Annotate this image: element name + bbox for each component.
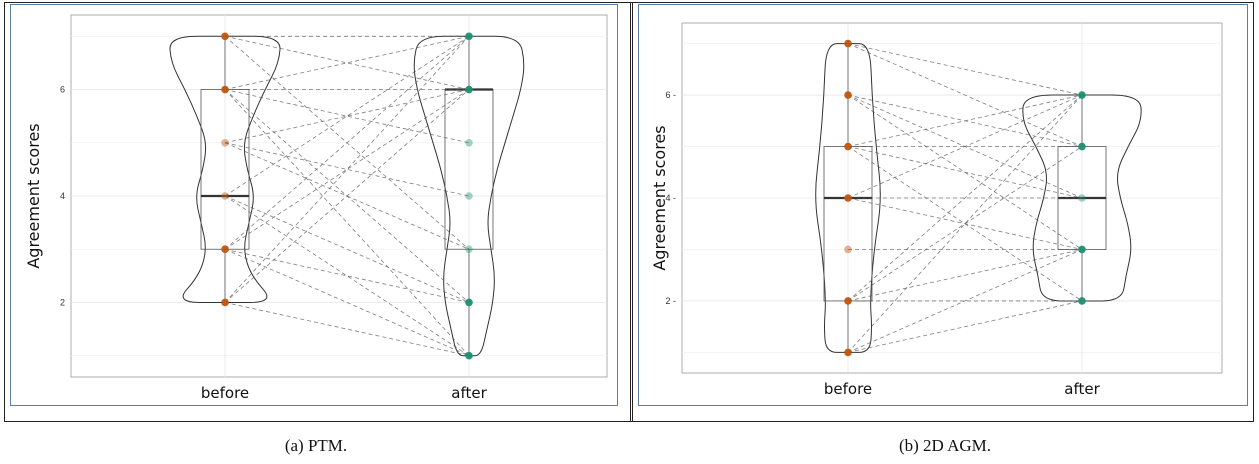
pair-line <box>847 94 1083 199</box>
charta-violin-after <box>413 35 525 357</box>
point-after <box>465 298 473 307</box>
panel-b: 2 - 4 - 6 - before after Agreement scores <box>638 4 1248 406</box>
chart-b-svg: 2 - 4 - 6 - before after Agreement scores <box>650 22 1223 398</box>
point-before <box>844 348 852 357</box>
x-tick-label: before <box>201 384 249 402</box>
y-tick-label: 2 <box>60 297 65 307</box>
point-after <box>465 351 473 360</box>
y-tick-label: 4 - <box>665 193 676 203</box>
point-before <box>221 192 229 200</box>
charta-violin-before <box>169 35 281 303</box>
caption-b: (b) 2D AGM. <box>898 436 992 455</box>
point-before <box>221 32 229 41</box>
point-after <box>465 32 473 41</box>
point-after <box>1078 297 1086 305</box>
pair-line <box>847 146 1083 199</box>
chart-a-svg: 2 4 6 before after Agreement scores <box>24 14 608 402</box>
point-after <box>465 192 473 200</box>
point-before <box>844 297 852 305</box>
point-before <box>221 85 229 94</box>
chartb-pair-lines <box>847 43 1083 353</box>
chartb-violin-before <box>815 43 881 353</box>
pair-line <box>847 249 1083 302</box>
chartb-violin-after <box>1022 94 1142 302</box>
y-axis-label: Agreement scores <box>24 123 43 268</box>
x-tick-label: before <box>824 380 872 398</box>
point-after <box>465 245 473 254</box>
point-before <box>844 245 852 254</box>
pair-line <box>224 35 470 250</box>
point-before <box>221 245 229 254</box>
point-before <box>844 39 852 48</box>
y-tick-label: 6 <box>60 85 65 95</box>
point-before <box>221 298 229 307</box>
pair-line <box>847 94 1083 302</box>
y-tick-label: 4 <box>60 191 65 201</box>
charta-points <box>221 32 473 360</box>
y-axis-label: Agreement scores <box>650 125 669 270</box>
charta-pair-lines <box>224 35 470 357</box>
pair-line <box>224 248 470 357</box>
y-tick-label: 6 - <box>665 90 676 100</box>
point-before <box>221 138 229 147</box>
point-after <box>465 138 473 147</box>
point-before <box>844 194 852 202</box>
x-tick-label: after <box>451 384 487 402</box>
point-after <box>1078 194 1086 202</box>
figure-divider <box>630 2 633 422</box>
chartb-points <box>844 39 1086 357</box>
pair-line <box>847 249 1083 353</box>
pair-line <box>847 43 1083 96</box>
point-after <box>1078 142 1086 151</box>
figure-frame <box>4 2 1254 422</box>
panel-a: 2 4 6 before after Agreement scores <box>10 4 618 406</box>
point-before <box>844 91 852 99</box>
caption-a: (a) PTM. <box>284 436 348 455</box>
pair-line <box>847 300 1083 353</box>
pair-line <box>224 195 470 303</box>
pair-line <box>224 142 470 250</box>
x-tick-label: after <box>1064 380 1100 398</box>
pair-line <box>847 146 1083 302</box>
point-after <box>1078 91 1086 99</box>
point-after <box>465 85 473 94</box>
point-after <box>1078 245 1086 254</box>
pair-line <box>847 94 1083 147</box>
y-tick-label: 2 - <box>665 296 676 306</box>
point-before <box>844 142 852 151</box>
